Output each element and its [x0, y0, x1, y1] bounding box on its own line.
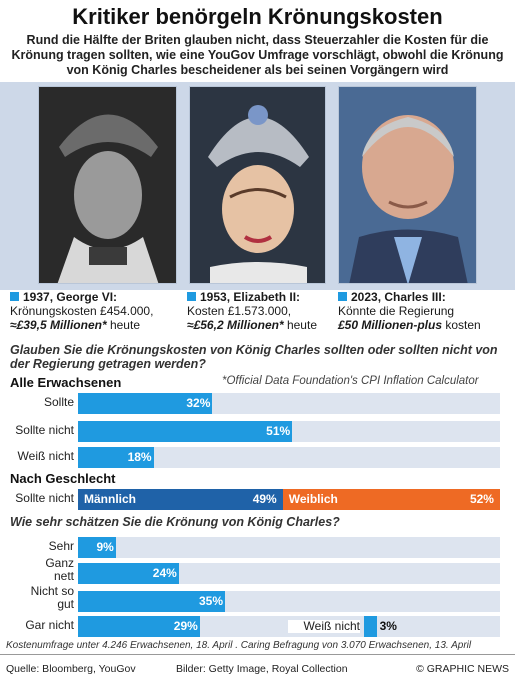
row-label: Weiß nicht [288, 620, 360, 633]
footer: Quelle: Bloomberg, YouGov Bilder: Getty … [0, 654, 515, 681]
bar [78, 563, 179, 584]
caption-heading: 1937, George VI: [23, 290, 118, 304]
caption-line1: Krönungskosten £454.000, [10, 304, 154, 318]
bar [78, 537, 116, 558]
bar-value: 24% [152, 566, 177, 580]
bar [78, 616, 200, 637]
caption-line2-rest: heute [106, 318, 140, 332]
survey-note: Kostenumfrage unter 4.246 Erwachsenen, 1… [6, 640, 472, 651]
footer-source: Quelle: Bloomberg, YouGov [6, 663, 136, 675]
bar [78, 591, 225, 612]
caption-heading: 1953, Elizabeth II: [200, 290, 301, 304]
page-subtitle: Rund die Hälfte der Briten glauben nicht… [11, 33, 504, 77]
bar-value: 32% [186, 396, 211, 410]
caption-line2-bold: £50 Millionen-plus [338, 318, 443, 332]
row-track [78, 537, 500, 558]
caption-marker [338, 292, 347, 301]
caption-line2-rest: kosten [442, 318, 481, 332]
row-label: Gar nicht [25, 618, 74, 632]
value-female: 52% [469, 492, 494, 506]
photo-band [0, 82, 515, 290]
photo-george-vi [38, 86, 177, 284]
bar-value: 51% [266, 424, 291, 438]
caption-line1: Könnte die Regierung [338, 304, 455, 318]
caption-line2-bold: ≈£56,2 Millionen* [187, 318, 284, 332]
bar [78, 447, 154, 468]
question-costs: Glauben Sie die Krönungskosten von König… [10, 343, 498, 371]
caption-heading: 2023, Charles III: [351, 290, 446, 304]
section-gender: Nach Geschlecht [10, 471, 116, 486]
photo-elizabeth-ii [189, 86, 326, 284]
row-label: Sollte [43, 395, 74, 409]
page-title: Kritiker benörgeln Krönungskosten [72, 4, 443, 29]
row-label: Weiß nicht [17, 449, 74, 463]
row-label: Ganz nett [45, 556, 74, 583]
footer-pictures: Bilder: Getty Image, Royal Collection [176, 663, 348, 675]
caption-elizabeth-ii: 1953, Elizabeth II: Kosten £1.573.000, ≈… [187, 290, 337, 332]
bar-value: 18% [127, 450, 152, 464]
photo-charles-iii [338, 86, 477, 284]
caption-line2-bold: ≈£39,5 Millionen* [10, 318, 107, 332]
bar-female: Weiblich 52% [282, 489, 500, 510]
row-label: Sollte nicht [15, 491, 74, 505]
row-track [78, 563, 500, 584]
row-label: Sehr [48, 539, 74, 553]
question-appreciation: Wie sehr schätzen Sie die Krönung von Kö… [10, 515, 340, 529]
legend-male: Männlich [84, 492, 137, 506]
bar-value: 3% [379, 619, 397, 633]
bar-male: Männlich 49% [78, 489, 283, 510]
bar [78, 393, 213, 414]
row-track [78, 447, 500, 468]
bar-value: 35% [198, 594, 223, 608]
caption-marker [187, 292, 196, 301]
caption-line2-rest: heute [283, 318, 317, 332]
value-male: 49% [252, 492, 277, 506]
footer-credit: © GRAPHIC NEWS [416, 663, 509, 675]
inflation-note: *Official Data Foundation's CPI Inflatio… [222, 375, 479, 387]
bar-value: 29% [173, 619, 198, 633]
row-label: Sollte nicht [15, 423, 74, 437]
caption-line1: Kosten £1.573.000, [187, 304, 292, 318]
caption-george-vi: 1937, George VI: Krönungskosten £454.000… [10, 290, 180, 332]
caption-charles-iii: 2023, Charles III: Könnte die Regierung … [338, 290, 513, 332]
legend-female: Weiblich [288, 492, 338, 506]
bar-value: 9% [96, 540, 114, 554]
caption-marker [10, 292, 19, 301]
bar [364, 616, 377, 637]
bar [78, 421, 293, 442]
section-all-adults: Alle Erwachsenen [10, 375, 122, 390]
row-label: Nicht so gut [30, 584, 74, 611]
